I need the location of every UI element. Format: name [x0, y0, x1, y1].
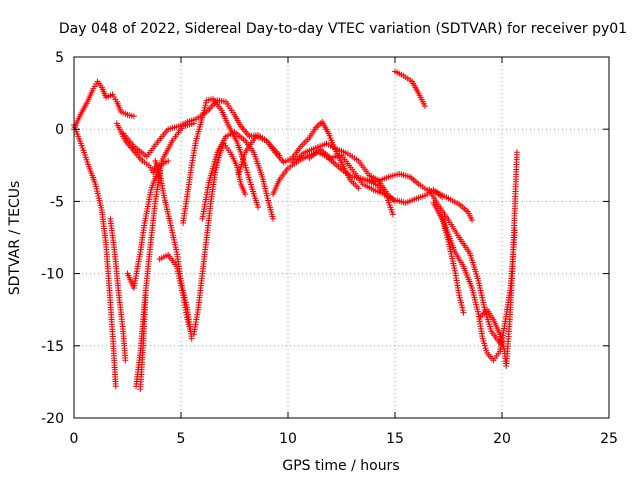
data-point: [270, 215, 277, 222]
data-point: [122, 357, 129, 364]
y-tick-label: -15: [41, 339, 64, 355]
series-sat-o: [270, 149, 396, 218]
x-tick-label: 10: [279, 431, 297, 447]
chart-title: Day 048 of 2022, Sidereal Day-to-day VTE…: [59, 21, 627, 37]
data-point: [389, 211, 396, 218]
series-sat-l: [190, 140, 249, 338]
data-points: [71, 68, 520, 393]
data-point: [188, 335, 195, 342]
series-sat-h: [152, 157, 195, 342]
data-point: [355, 185, 362, 192]
series-sat-g: [137, 292, 149, 393]
x-tick-label: 20: [493, 431, 511, 447]
series-sat-j: [120, 97, 283, 160]
data-point: [460, 309, 467, 316]
series-sat-m: [199, 129, 277, 222]
series-sat-i: [156, 251, 194, 335]
y-tick-label: -10: [41, 267, 64, 283]
data-point: [142, 292, 149, 299]
data-point: [513, 149, 520, 156]
axis-ticks: [73, 56, 610, 419]
y-tick-label: 0: [55, 122, 64, 138]
plot-frame: [73, 56, 610, 419]
data-point: [112, 383, 119, 390]
x-tick-label: 15: [386, 431, 404, 447]
tick-labels: 0 5 10 15 20 25 -20 -15 -10 -5 0 5: [41, 50, 618, 447]
data-point: [242, 191, 249, 198]
y-tick-label: -5: [50, 194, 64, 210]
series-sat-s: [392, 68, 428, 110]
y-tick-label: -20: [41, 411, 64, 427]
series-sat-e: [124, 157, 172, 292]
x-tick-label: 25: [600, 431, 618, 447]
data-point: [165, 157, 172, 164]
data-point: [421, 103, 428, 110]
y-tick-label: 5: [55, 50, 64, 66]
data-point: [469, 217, 476, 224]
data-point: [255, 204, 262, 211]
series-sat-t: [426, 186, 503, 346]
series-sat-b: [71, 121, 119, 390]
series-sat-n: [235, 118, 362, 192]
x-tick-label: 0: [70, 431, 79, 447]
series-sat-w: [477, 149, 520, 370]
series-sat-a: [71, 78, 137, 133]
series-sat-k: [180, 95, 262, 227]
y-axis-label: SDTVAR / TECUs: [7, 181, 23, 296]
data-point: [130, 113, 137, 120]
series-sat-c: [107, 215, 129, 364]
x-tick-label: 5: [177, 431, 186, 447]
x-axis-label: GPS time / hours: [282, 458, 399, 474]
series-sat-v: [439, 214, 467, 316]
grid: [74, 57, 609, 418]
